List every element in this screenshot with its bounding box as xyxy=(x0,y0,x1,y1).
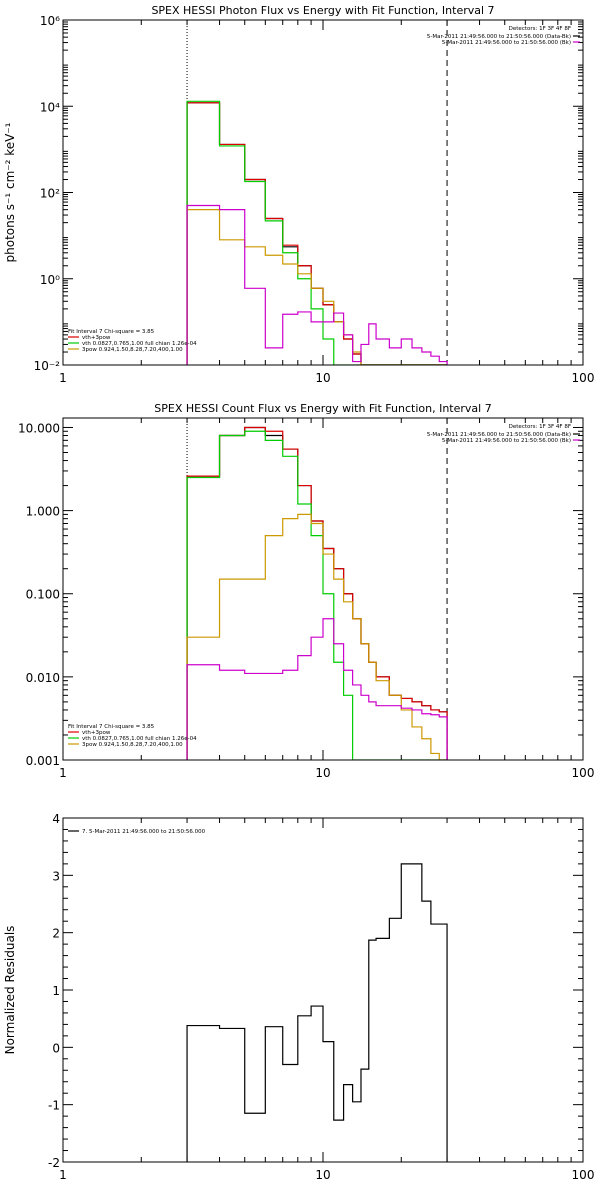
residual-interval-label: 7. 5-Mar-2011 21:49:56.000 to 21:50:56.0… xyxy=(82,829,206,835)
x-tick-label: 1 xyxy=(59,371,67,385)
x-tick-label: 100 xyxy=(572,371,595,385)
series-4-line xyxy=(186,618,448,760)
y-axis-label: Normalized Residuals xyxy=(3,926,17,1055)
chart-title: SPEX HESSI Count Flux vs Energy with Fit… xyxy=(154,402,491,415)
y-tick-label: 0.010 xyxy=(26,671,60,685)
y-tick-label: 0.100 xyxy=(26,588,60,602)
plot-frame xyxy=(62,817,584,1163)
data-layer xyxy=(186,426,448,760)
data-layer xyxy=(186,100,448,365)
y-tick-label: 4 xyxy=(52,812,60,826)
legend-right-entry: 5-Mar-2011 21:49:56.000 to 21:50:56.000 … xyxy=(427,432,571,438)
series-1-line xyxy=(186,102,448,365)
y-tick-label: 1 xyxy=(52,984,60,998)
x-tick-label: 100 xyxy=(572,1168,595,1182)
series-2-line xyxy=(186,100,448,365)
y-tick-label: 10² xyxy=(40,187,60,201)
series-3-line xyxy=(186,513,448,760)
data-layer xyxy=(186,863,448,1162)
chart-title: SPEX HESSI Photon Flux vs Energy with Fi… xyxy=(151,4,494,17)
panel-count-flux: SPEX HESSI Count Flux vs Energy with Fit… xyxy=(18,402,594,780)
legend-left-entry: vth+3pow xyxy=(82,335,111,341)
legend-left-entry: 3pow 0.924,1.50,8.28,7.20,400,1.00 xyxy=(82,347,183,353)
panel-photon-flux: SPEX HESSI Photon Flux vs Energy with Fi… xyxy=(3,4,594,385)
fit-summary-label: Fit Interval 7 Chi-square = 3.85 xyxy=(68,329,155,335)
y-tick-label: 10⁴ xyxy=(40,100,60,114)
x-tick-label: 1 xyxy=(59,1168,67,1182)
detectors-label: Detectors: 1F 3F 4F 8F xyxy=(509,26,571,32)
y-tick-label: 10⁶ xyxy=(40,14,60,28)
y-tick-label: -2 xyxy=(48,1156,60,1170)
y-tick-label: 2 xyxy=(52,927,60,941)
y-tick-label: 0.001 xyxy=(26,754,60,768)
legend-left-entry: 3pow 0.924,1.50,8.28,7.20,400,1.00 xyxy=(82,742,183,748)
x-tick-label: 1 xyxy=(59,766,67,780)
y-tick-label: 3 xyxy=(52,869,60,883)
y-tick-label: 1.000 xyxy=(26,505,60,519)
legend-right-entry: 5-Mar-2011 21:49:56.000 to 21:50:56.000 … xyxy=(442,438,571,444)
detectors-label: Detectors: 1F 3F 4F 8F xyxy=(509,424,571,430)
series-4-line xyxy=(186,204,448,365)
legend-right-entry: 5-Mar-2011 21:49:56.000 to 21:50:56.000 … xyxy=(442,40,571,46)
legend-left-entry: vth 0.0827,0.765,1.00 full chian 1.26e-0… xyxy=(82,736,197,742)
legend-left-entry: vth 0.0827,0.765,1.00 full chian 1.26e-0… xyxy=(82,341,197,347)
series-0-line xyxy=(186,863,448,1162)
y-tick-label: -1 xyxy=(48,1099,60,1113)
y-tick-label: 10.000 xyxy=(18,421,60,435)
series-3-line xyxy=(186,209,448,365)
y-tick-label: 0 xyxy=(52,1041,60,1055)
series-0-line xyxy=(186,102,448,365)
x-tick-label: 100 xyxy=(572,766,595,780)
y-tick-label: 10⁻² xyxy=(34,359,61,373)
x-tick-label: 10 xyxy=(315,766,330,780)
legend-right-entry: 5-Mar-2011 21:49:56.000 to 21:50:56.000 … xyxy=(427,34,571,40)
fit-summary-label: Fit Interval 7 Chi-square = 3.85 xyxy=(68,724,155,730)
series-2-line xyxy=(186,430,448,760)
x-tick-label: 10 xyxy=(315,371,330,385)
y-tick-label: 10⁰ xyxy=(40,273,60,287)
plot-frame xyxy=(62,417,584,761)
y-axis-label: photons s⁻¹ cm⁻² keV⁻¹ xyxy=(3,122,17,262)
legend-left-entry: vth+3pow xyxy=(82,730,111,736)
plot-frame xyxy=(62,19,584,366)
x-tick-label: 10 xyxy=(315,1168,330,1182)
panel-residuals: Normalized Residuals 1 10 100 -2 -1 0 1 2 3 4 7. 5-… xyxy=(3,812,594,1182)
